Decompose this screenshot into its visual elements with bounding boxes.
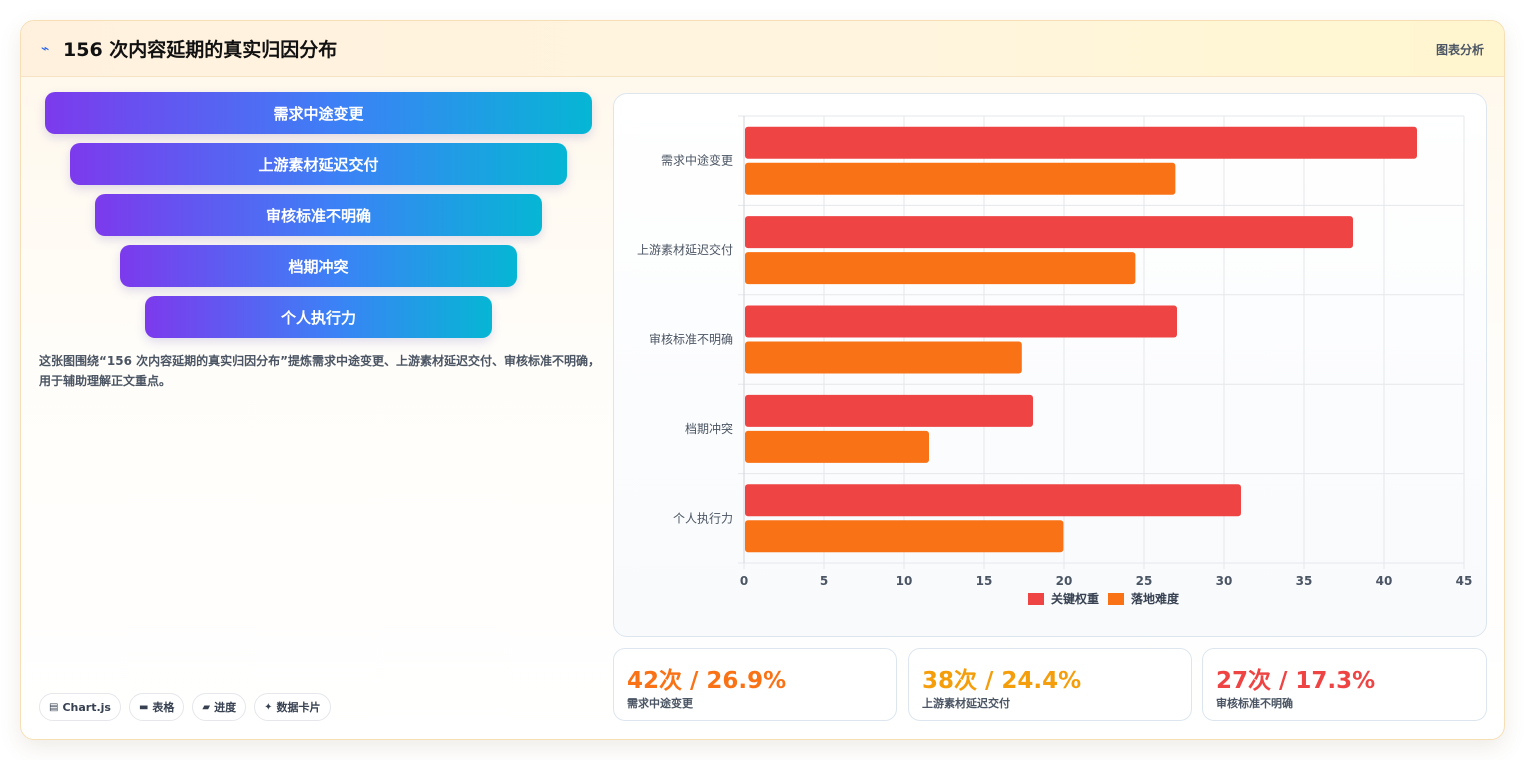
progress-icon: ▰ bbox=[202, 701, 211, 713]
legend-swatch bbox=[1028, 593, 1044, 605]
y-tick-label: 档期冲突 bbox=[685, 421, 733, 436]
legend-label: 关键权重 bbox=[1051, 591, 1099, 606]
stat-label: 上游素材延迟交付 bbox=[922, 697, 1010, 710]
y-tick-label: 上游素材延迟交付 bbox=[637, 242, 733, 257]
funnel-step-3: 审核标准不明确 bbox=[95, 194, 542, 236]
bar-weight bbox=[745, 126, 1417, 159]
table-icon: ▬ bbox=[138, 701, 149, 713]
pill-chartjs[interactable]: ▤ Chart.js bbox=[39, 693, 121, 721]
content-card: ⌁ 156 次内容延期的真实归因分布 图表分析 需求中途变更 上游素材延迟交付 … bbox=[20, 20, 1505, 740]
legend-label: 落地难度 bbox=[1131, 591, 1180, 606]
funnel-step-4: 档期冲突 bbox=[120, 245, 517, 287]
pill-label: 数据卡片 bbox=[276, 701, 321, 714]
y-tick-label: 需求中途变更 bbox=[661, 153, 733, 168]
pill-label: 进度 bbox=[214, 701, 237, 714]
pill-label: 表格 bbox=[152, 701, 175, 714]
stat-card-1: 42次 / 26.9% 需求中途变更 bbox=[613, 648, 897, 721]
legend-swatch bbox=[1108, 593, 1124, 605]
stat-value: 42次 / 26.9% bbox=[627, 668, 787, 694]
pill-data-card[interactable]: ✦ 数据卡片 bbox=[254, 693, 331, 721]
x-tick-label: 0 bbox=[740, 574, 748, 588]
x-tick-label: 45 bbox=[1456, 574, 1473, 588]
bar-difficulty bbox=[745, 252, 1136, 285]
pill-label: Chart.js bbox=[62, 700, 111, 714]
pill-table[interactable]: ▬ 表格 bbox=[128, 693, 185, 721]
stat-card-3: 27次 / 17.3% 审核标准不明确 bbox=[1202, 648, 1487, 721]
y-tick-label: 个人执行力 bbox=[673, 511, 733, 525]
stat-card-2: 38次 / 24.4% 上游素材延迟交付 bbox=[908, 648, 1192, 721]
pill-progress[interactable]: ▰ 进度 bbox=[192, 693, 247, 721]
funnel-step-5: 个人执行力 bbox=[145, 296, 492, 338]
x-tick-label: 10 bbox=[896, 574, 913, 588]
bar-chart: 0 5 10 15 20 25 30 35 40 45 需求中途变更上游素材延迟交付审核标准不明确档… bbox=[637, 115, 1473, 606]
bar-difficulty bbox=[745, 341, 1022, 374]
feature-pills: ▤ Chart.js ▬ 表格 ▰ 进度 ✦ 数据卡片 bbox=[39, 693, 331, 721]
chart-panel: 0 5 10 15 20 25 30 35 40 45 需求中途变更上游素材延迟交付审核标准不明确档… bbox=[613, 93, 1487, 637]
x-tick-label: 35 bbox=[1296, 574, 1313, 588]
stat-label: 需求中途变更 bbox=[627, 697, 693, 710]
x-tick-label: 20 bbox=[1056, 574, 1073, 588]
bar-weight bbox=[745, 216, 1353, 249]
funnel-step-1: 需求中途变更 bbox=[45, 92, 592, 134]
stat-value: 27次 / 17.3% bbox=[1216, 668, 1376, 694]
card-header: ⌁ 156 次内容延期的真实归因分布 图表分析 bbox=[21, 21, 1504, 77]
x-tick-label: 30 bbox=[1216, 574, 1233, 588]
funnel-step-2: 上游素材延迟交付 bbox=[70, 143, 567, 185]
x-tick-label: 15 bbox=[976, 574, 993, 588]
bar-difficulty bbox=[745, 162, 1176, 195]
stat-value: 38次 / 24.4% bbox=[922, 668, 1082, 694]
page-title: 156 次内容延期的真实归因分布 bbox=[63, 39, 338, 61]
bar-difficulty bbox=[745, 520, 1064, 553]
chart-analysis-tag: 图表分析 bbox=[1435, 43, 1484, 57]
stat-label: 审核标准不明确 bbox=[1216, 697, 1293, 710]
x-tick-label: 5 bbox=[820, 574, 828, 588]
bar-difficulty bbox=[745, 430, 929, 463]
bar-weight bbox=[745, 394, 1033, 427]
chart-description: 这张图围绕“156 次内容延期的真实归因分布”提炼需求中途变更、上游素材延迟交付… bbox=[39, 354, 601, 388]
chart-icon: ▤ bbox=[49, 701, 59, 713]
x-tick-label: 40 bbox=[1376, 574, 1393, 588]
sparkle-icon: ✦ bbox=[264, 701, 273, 713]
bar-weight bbox=[745, 305, 1177, 338]
bar-weight bbox=[745, 484, 1241, 517]
y-tick-label: 审核标准不明确 bbox=[649, 332, 733, 347]
chart-trend-icon: ⌁ bbox=[41, 41, 50, 57]
x-tick-label: 25 bbox=[1136, 574, 1153, 588]
